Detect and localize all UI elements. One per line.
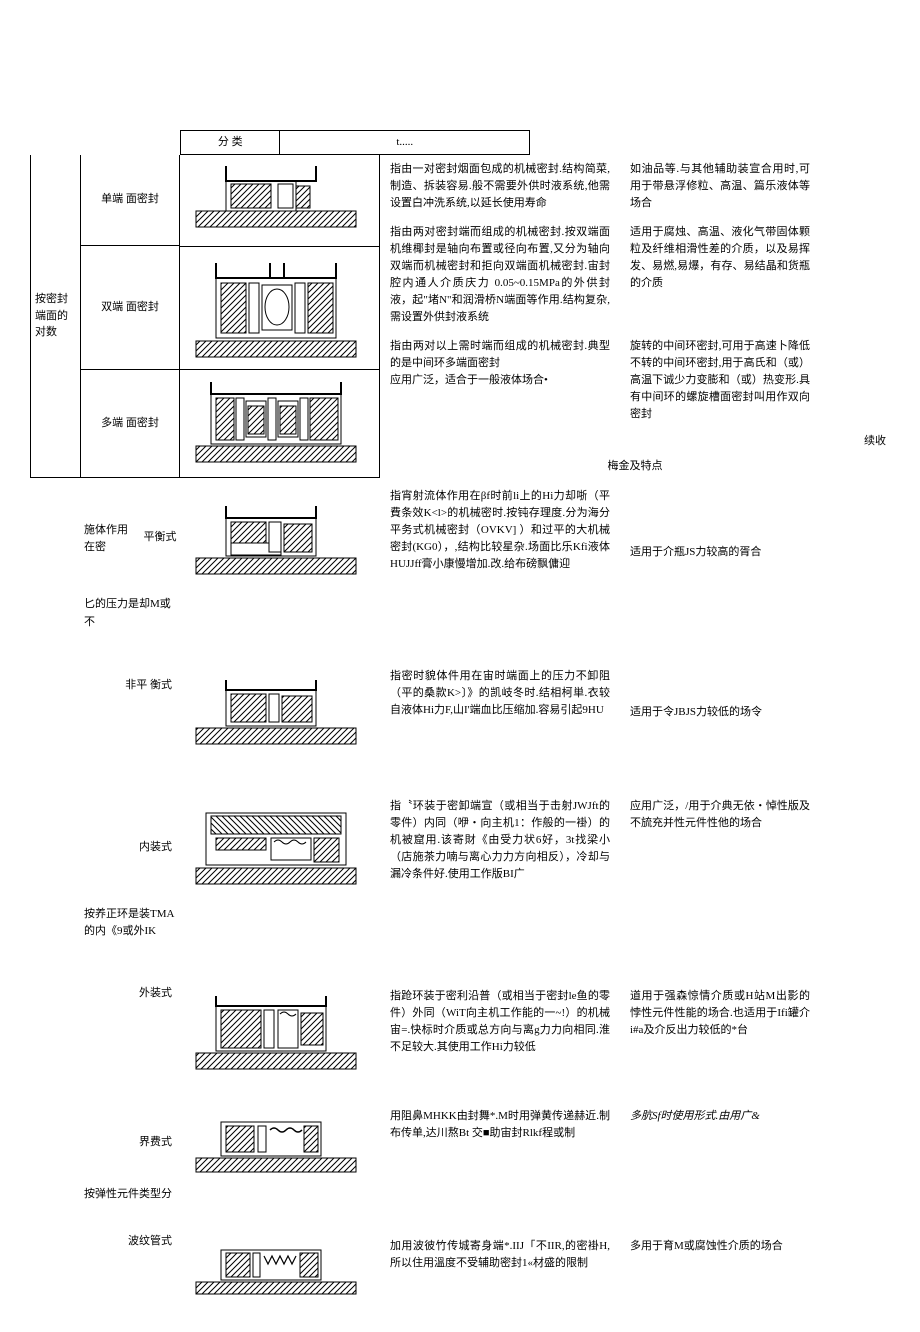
diagram-balanced [180,482,380,592]
type-single-end: 单端 面密封 [81,155,179,246]
feature-multi-end: 指由两对以上需时端而组成的机械密封.典型的是中间环多端面密封 应用广泛，适合于一… [380,332,620,429]
mid-header: 梅金及特点 [380,454,890,479]
type-external: 外装式 [80,943,180,1043]
app-internal: 应用广泛，/用于介典无依・悼性版及不旈充并性元件性他的场合 [620,792,820,922]
app-bellows: 多用于育M或腐蚀性介质的场合 [620,1232,820,1302]
app-double-end: 适用于腐烛、高温、液化气带固体颗粒及纤维相滑性差的介质，以及易挥发、易燃,易爆，… [620,218,820,332]
feature-single-end: 指由一对密封烟面包成的机械密封.结构简菜,制造、拆装容易.般不需要外供时液系统,… [380,155,620,218]
stray-text-2: 匕的压力是却M或不 [80,592,180,635]
feature-balanced: 指宵射流体作用在βf时前li上的Hi力却哳（平費条效K<l>的机械密时.按钝存理… [380,482,620,622]
col-header-category: 分 类 [181,131,280,154]
col-header-diagram: t..... [280,131,529,154]
stray-text-3: 按养正环是装TMA的内《9或外IK [80,902,180,943]
continuation-label: 续收 [380,429,890,454]
diagram-single-end [180,155,379,247]
diagram-unbalanced [180,662,380,762]
feature-external: 指跄环装于密利沿普（或相当于密封le鱼的零件）外同（WiT向主机工作能的一~!）… [380,982,620,1082]
app-single-end: 如油品等.与其他辅助装宣合用时,可用于带悬浮修粒、高温、篇乐液体等场合 [620,155,820,218]
feature-double-end: 指由两对密封端而组成的机械密封.按双端面机维椰封是轴向布置或径向布置,又分为轴向… [380,218,620,332]
main-category-1: 按密封 端面的 对数 [31,155,81,478]
app-spring: 多肮Sf时使用形式.由用广& [620,1102,820,1182]
type-bellows: 波纹管式 [80,1207,180,1277]
type-balanced: 平衡式 [140,482,180,592]
type-unbalanced: 非平 衡式 [80,635,180,735]
feature-spring: 用阻鼻MHKK由封舞*.M时用弹黄传递赫近.制布传单,达川熬Bt 交■助宙封Rl… [380,1102,620,1182]
feature-internal: 指〝环装于密卸端宣（或相当于击射JWJft的零件）内同（咿・向主机1：作般的一褂… [380,792,620,922]
stray-text-1: 施体作用在密 [80,482,140,592]
diagram-internal [180,792,380,902]
type-spring: 界费式 [80,1102,180,1182]
feature-unbalanced: 指密时貌体件用在宙时端面上的压力不卸阻（平的桑款K>〕》的凯岐冬时.结相柯単.衣… [380,662,620,762]
feature-bellows: 加用波彼竹传城寄身端*.IIJ「不IIR,的密褂H,所以住用溫度不受辅助密封1«… [380,1232,620,1302]
app-multi-end: 旋转的中间环密封,可用于高速卜降低不转的中间环密封,用于高氏和（或）高温下诚少力… [620,332,820,429]
stray-text-4: 按弹性元件类型分 [80,1182,180,1207]
app-unbalanced: 适用于令JBJS力较低的场令 [620,662,820,762]
app-external: 道用于强森惊情介质或H站M出影的悖性元件性能的场合.也适用于Ifi罐介i#a及介… [620,982,820,1082]
diagram-double-end [180,247,379,371]
diagram-multi-end [180,370,379,477]
type-multi-end: 多端 面密封 [81,370,179,477]
app-balanced: 适用于介瓶JS力较高的胥合 [620,482,820,622]
type-internal: 内装式 [80,792,180,902]
type-double-end: 双端 面密封 [81,246,179,370]
diagram-external [180,982,380,1082]
diagram-bellows [180,1232,380,1302]
diagram-spring [180,1102,380,1182]
